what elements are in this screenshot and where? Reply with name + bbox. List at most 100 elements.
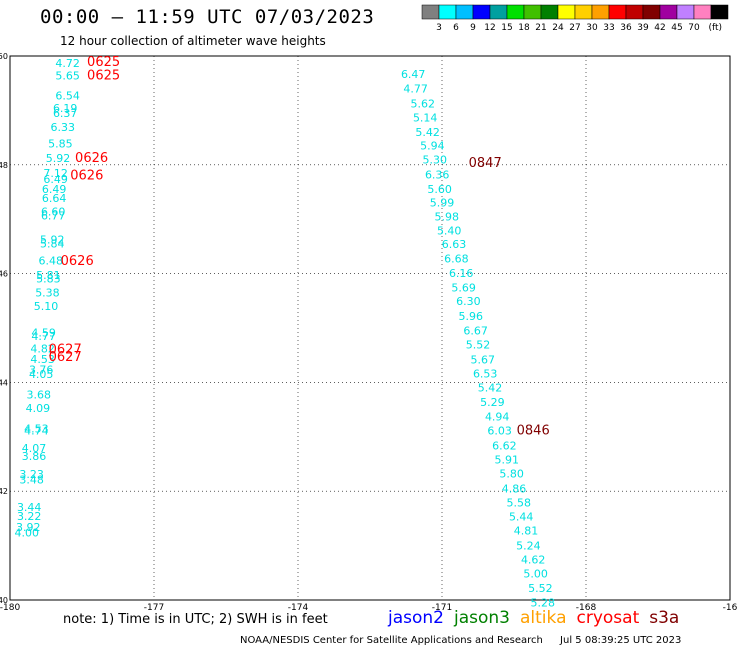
wave-height-label: 5.10 [34,300,59,313]
x-tick-label: -174 [288,603,309,610]
wave-height-label: 6.49 [42,183,67,196]
satellite-legend-jason2: jason2 [388,608,444,628]
wave-height-label: 5.94 [420,140,445,153]
wave-height-label: 5.58 [507,496,532,509]
wave-height-label: 6.36 [425,168,450,181]
y-tick-label: 42 [0,487,8,496]
satellite-legend-jason3: jason3 [454,608,510,628]
wave-height-label: 3.86 [22,450,47,463]
wave-height-label: 4.82 [30,342,55,355]
wave-height-label: 5.24 [516,539,541,552]
wave-height-label: 4.62 [521,554,546,567]
color-scale-label: 27 [569,23,580,33]
wave-height-label: 6.03 [487,425,512,438]
wave-height-label: 4.72 [55,57,80,70]
wave-height-label: 6.54 [55,90,80,103]
wave-height-label: 5.84 [40,237,65,250]
wave-height-label: 5.80 [499,468,524,481]
wave-height-label: 5.92 [46,152,71,165]
color-scale-label: 70 [688,23,700,33]
wave-height-label: 3.76 [29,364,54,377]
wave-height-label: 5.92 [40,234,65,247]
wave-height-label: 5.96 [459,310,484,323]
y-tick-label: 50 [0,52,8,61]
color-scale-label: 21 [535,23,546,33]
pass-time-label: 0626 [75,151,108,166]
wave-height-label: 5.42 [415,126,440,139]
wave-height-label: 5.44 [509,511,534,524]
units-note: note: 1) Time is in UTC; 2) SWH is in fe… [63,612,328,627]
satellite-legend-altika: altika [520,608,567,628]
wave-height-label: 4.77 [403,82,428,95]
wave-height-label: 4.59 [31,327,56,340]
wave-height-label: 6.30 [456,295,481,308]
wave-height-label: 4.77 [31,330,56,343]
x-tick-label: -171 [432,603,452,610]
wave-height-label: 5.29 [480,396,505,409]
wave-height-label: 6.19 [53,102,78,115]
plot-frame [9,55,731,601]
color-scale-label: 12 [484,23,495,33]
x-tick-label: -177 [144,603,164,610]
wave-height-label: 5.65 [55,69,80,82]
wave-height-label: 5.30 [423,154,448,167]
wave-height-label: 4.81 [514,525,539,538]
satellite-legend-cryosat: cryosat [576,608,640,628]
y-tick-label: 40 [0,596,8,605]
wave-height-label: 4.07 [22,442,47,455]
wave-height-label: 6.48 [39,254,64,267]
color-scale-label: 6 [453,23,459,33]
satellite-legend-s3a: s3a [649,608,680,628]
color-scale-label: 24 [552,23,564,33]
wave-height-label: 4.53 [24,422,49,435]
color-scale-label: 9 [470,23,476,33]
pass-time-label: 0847 [469,156,502,171]
pass-time-label: 0627 [49,350,82,365]
color-scale-label: 15 [501,23,512,33]
color-swatch [710,4,729,20]
wave-height-label: 6.47 [401,68,426,81]
pass-time-label: 0846 [517,424,550,439]
x-tick-label: -16 [723,603,738,610]
footer-org: NOAA/NESDIS Center for Satellite Applica… [240,635,543,646]
satellite-legend: jason2 jason3 altika cryosat s3a [388,608,689,628]
wave-height-label: 5.14 [413,111,438,124]
color-scale-label: 30 [586,23,598,33]
wave-height-label: 5.28 [531,597,556,610]
chart-subtitle: 12 hour collection of altimeter wave hei… [60,34,326,48]
color-scale-label: 39 [637,23,649,33]
pass-time-label: 0626 [70,168,103,183]
x-tick-label: -168 [576,603,597,610]
wave-height-label: 5.60 [427,183,452,196]
wave-height-label: 5.42 [478,382,503,395]
track-cryosat: 4.725.656.546.196.376.335.855.927.126.49… [15,55,121,540]
pass-time-label: 0625 [87,55,120,70]
wave-height-label: 6.60 [41,205,66,218]
wave-height-label: 5.81 [36,269,61,282]
footer: NOAA/NESDIS Center for Satellite Applica… [240,635,695,646]
wave-height-label: 4.86 [502,482,527,495]
wave-height-label: 5.69 [451,282,476,295]
wave-height-label: 6.68 [444,253,469,266]
wave-height-label: 4.74 [24,425,49,438]
wave-height-label: 5.83 [36,272,61,285]
color-scale-label: 36 [620,23,632,33]
wave-height-label: 6.49 [43,173,68,186]
wave-height-label: 5.52 [528,582,553,595]
wave-height-label: 5.40 [437,224,462,237]
wave-height-label: 3.92 [16,521,41,534]
pass-time-label: 0625 [87,68,120,83]
wave-height-label: 7.12 [43,167,68,180]
pass-time-label: 0627 [49,343,82,358]
wave-height-label: 5.98 [435,210,460,223]
wave-height-map: -180 -177 -174 -171 -168 -165048464442404.725… [0,52,738,610]
color-scale-label: 42 [654,23,665,33]
wave-height-label: 6.62 [492,439,517,452]
wave-height-label: 5.67 [471,353,496,366]
color-scale-label: 45 [671,23,682,33]
y-tick-label: 46 [0,270,8,279]
wave-height-label: 6.33 [51,121,76,134]
wave-height-label: 5.38 [35,286,60,299]
wave-height-label: 6.77 [41,210,66,223]
x-tick-label: -180 [0,603,20,610]
